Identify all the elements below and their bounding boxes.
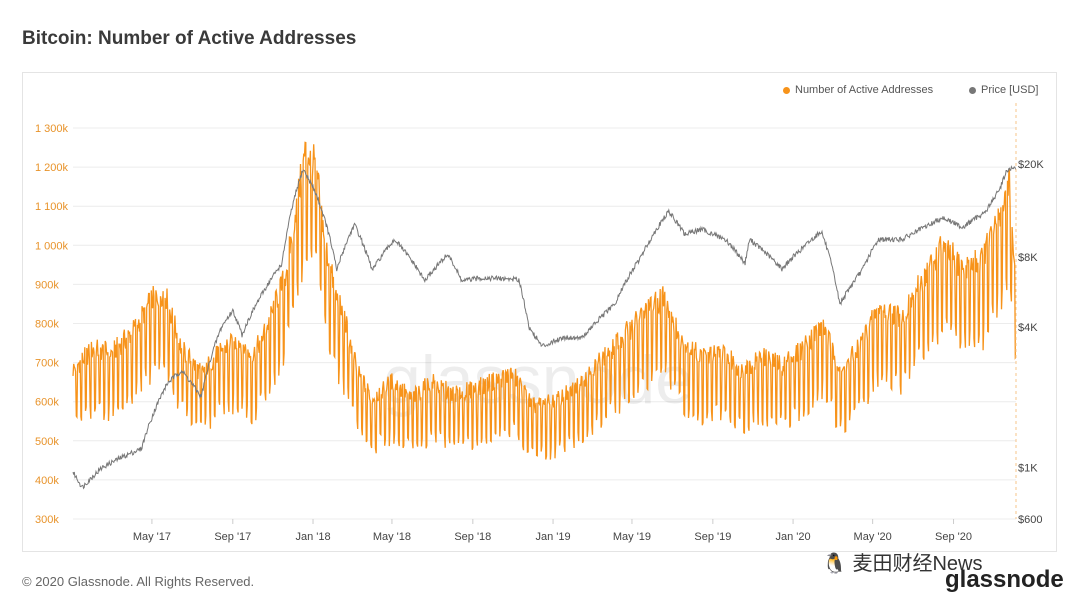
gridlines	[73, 127, 1016, 520]
series-line-price	[72, 165, 1017, 490]
right-tick-label: $8K	[1018, 252, 1038, 264]
x-tick-label: Sep '19	[694, 531, 731, 543]
wechat-watermark: 🐧 麦田财经News	[822, 553, 983, 575]
x-tick-label: May '20	[854, 531, 892, 543]
right-tick-label: $20K	[1018, 159, 1044, 171]
left-tick-label: 1 100k	[35, 201, 69, 213]
left-axis-ticks: 300k 400k 500k 600k 700k 800k 900k 1 000k 1 100k…	[35, 123, 69, 526]
x-tick-label: May '17	[133, 531, 171, 543]
x-tick-label: Jan '19	[535, 531, 570, 543]
right-axis-ticks: $600 $1K $4K $8K $20K	[1018, 159, 1044, 526]
glassnode-logo: glassnode	[945, 566, 1064, 593]
right-tick-label: $1K	[1018, 462, 1038, 474]
left-tick-label: 500k	[35, 436, 59, 448]
x-tick-label: May '19	[613, 531, 651, 543]
legend-item-active-addresses[interactable]: Number of Active Addresses	[783, 84, 933, 96]
x-tick-label: Sep '17	[214, 531, 251, 543]
left-tick-label: 1 300k	[35, 123, 69, 135]
x-tick-label: Jan '18	[295, 531, 330, 543]
legend-label-active-addresses: Number of Active Addresses	[795, 84, 934, 96]
left-tick-label: 700k	[35, 358, 59, 370]
x-tick-label: Jan '20	[776, 531, 811, 543]
page-title: Bitcoin: Number of Active Addresses	[22, 28, 357, 49]
left-tick-label: 1 200k	[35, 162, 69, 174]
x-tick-label: May '18	[373, 531, 411, 543]
legend-dot-gray-icon	[969, 86, 976, 94]
left-tick-label: 400k	[35, 475, 59, 487]
left-tick-label: 800k	[35, 319, 59, 331]
series-line-active-addresses	[72, 141, 1017, 460]
legend-dot-orange-icon	[783, 86, 790, 94]
chart-panel: glassnode 300k 400k 500k 600k 700k 800k 900k 1 …	[22, 72, 1057, 552]
x-axis-ticks: May '17 Sep '17 Jan '18 May '18 Sep '18 Jan '…	[133, 519, 972, 543]
active-addresses-chart[interactable]: glassnode 300k400k500k600k700k800k900k1 …	[23, 73, 1056, 551]
right-tick-label: $4K	[1018, 322, 1038, 334]
x-tick-label: Sep '20	[935, 531, 972, 543]
left-tick-label: 900k	[35, 279, 59, 291]
x-tick-label: Sep '18	[454, 531, 491, 543]
legend-label-price: Price [USD]	[981, 84, 1039, 96]
copyright-text: © 2020 Glassnode. All Rights Reserved.	[22, 574, 255, 589]
left-tick-label: 1 000k	[35, 240, 69, 252]
left-tick-label: 600k	[35, 397, 59, 409]
right-tick-label: $600	[1018, 514, 1042, 526]
left-tick-label: 300k	[35, 514, 59, 526]
legend-item-price[interactable]: Price [USD]	[969, 84, 1038, 96]
